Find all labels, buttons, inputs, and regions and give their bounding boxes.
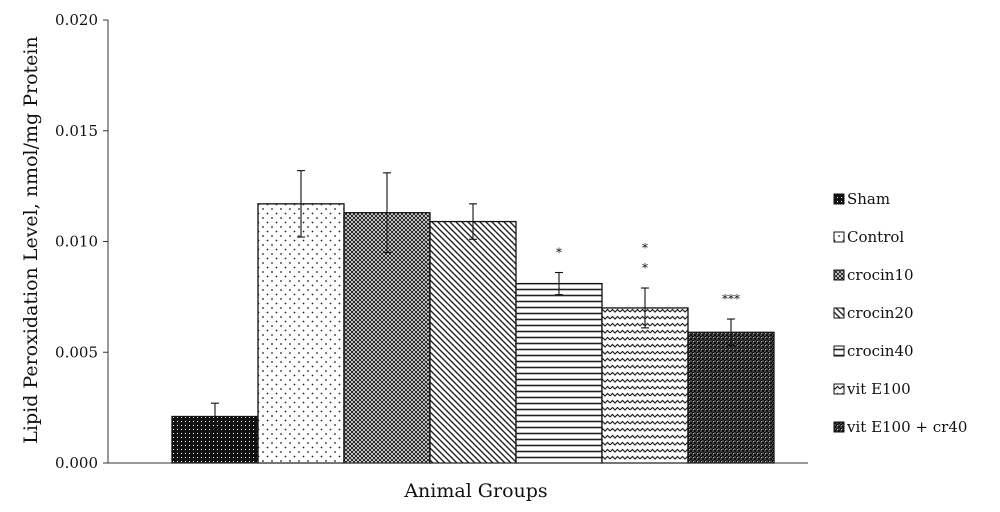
bars [171, 203, 775, 464]
legend-swatch [833, 231, 845, 243]
bar-control [257, 203, 345, 464]
legend-swatch [833, 269, 845, 281]
y-axis-ticks: 0.000 0.005 0.010 0.015 0.020 [55, 11, 108, 472]
legend-label: crocin20 [847, 304, 914, 322]
y-tick-label: 0.010 [55, 233, 98, 251]
significance-marker: * [642, 261, 648, 275]
legend-swatch [833, 345, 845, 357]
legend-swatch [833, 307, 845, 319]
y-tick-label: 0.020 [55, 11, 98, 29]
legend-label: vit E100 + cr40 [846, 418, 967, 436]
legend-label: crocin40 [847, 342, 914, 360]
bar-vit-e100 [601, 307, 689, 464]
legend-label: Control [847, 228, 904, 246]
significance-markers: * ***** [556, 241, 740, 306]
y-tick-label: 0.000 [55, 454, 98, 472]
legend-swatch [833, 421, 845, 433]
legend-label: Sham [847, 190, 890, 208]
bar-crocin20 [429, 220, 517, 464]
y-tick-label: 0.005 [55, 343, 98, 361]
bar-vit-e100-cr40 [687, 331, 775, 464]
significance-marker: *** [722, 292, 740, 306]
x-axis-title: Animal Groups [403, 480, 547, 502]
legend-label: vit E100 [846, 380, 911, 398]
legend: Sham Control crocin10 crocin20 crocin40 vit E… [833, 190, 967, 436]
legend-swatch [833, 193, 845, 205]
error-bars [211, 170, 735, 431]
significance-marker: * [642, 241, 648, 255]
y-tick-label: 0.015 [55, 122, 98, 140]
y-axis-title: Lipid Peroxidation Level, nmol/mg Protei… [20, 36, 42, 443]
bar-crocin40 [515, 282, 603, 464]
legend-swatch [833, 383, 845, 395]
significance-marker: * [556, 246, 562, 260]
legend-label: crocin10 [847, 266, 914, 284]
